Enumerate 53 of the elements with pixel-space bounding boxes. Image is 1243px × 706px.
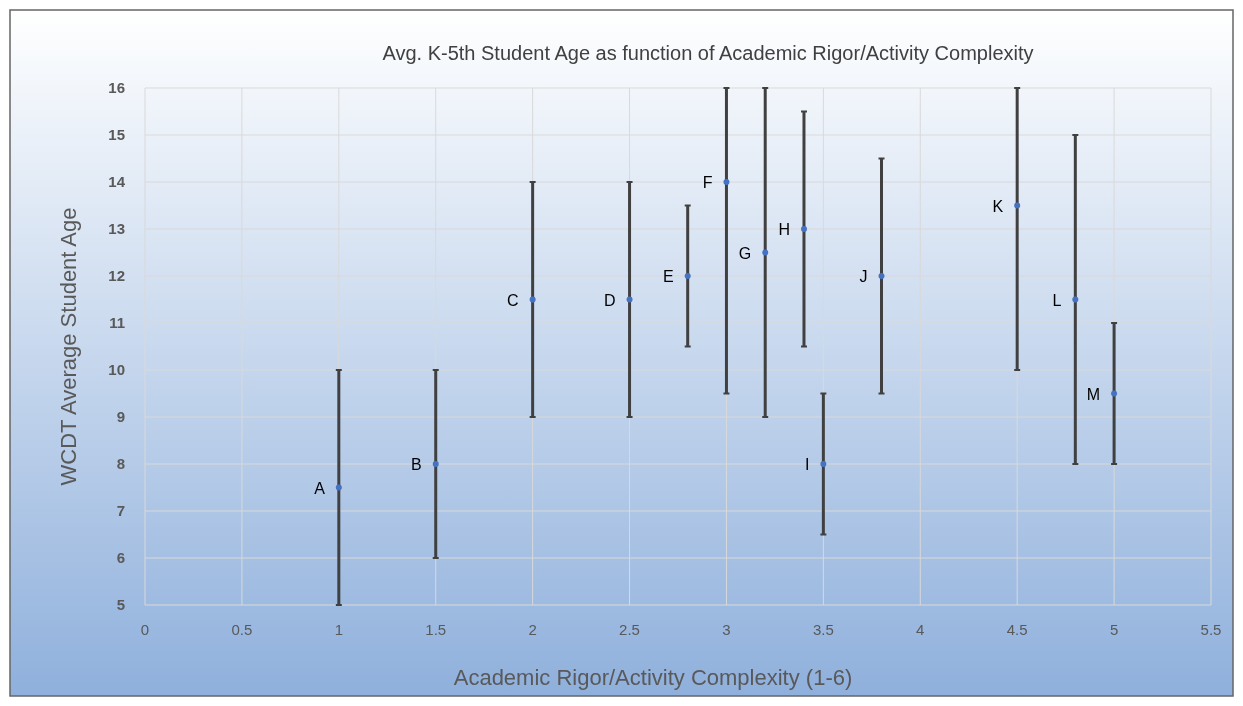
x-tick-label: 4 [916,621,925,638]
x-tick-label: 4.5 [1006,621,1028,638]
annotation: C [507,291,519,309]
annotation: G [738,244,752,262]
point [878,273,885,279]
x-tick-label: 5.5 [1200,621,1222,638]
point [723,179,730,185]
x-tick-label: 2.5 [619,621,640,638]
annotation: E [663,268,674,285]
y-tick-label: 6 [116,549,125,566]
x-tick-label: 1.5 [425,621,447,638]
annotation: J [859,268,868,285]
point [1072,296,1079,303]
y-axis-title: WCDT Average Student Age [56,207,81,486]
x-tick-label: 0.5 [231,621,253,638]
point [1014,202,1021,209]
annotation: D [603,291,616,309]
x-tick-label: 5 [1109,621,1119,638]
annotation: K [992,197,1004,215]
annotation: M [1086,385,1101,403]
annotation: H [778,221,790,238]
y-tick-label: 8 [116,455,125,472]
point [529,296,536,303]
y-tick-label: 7 [116,502,125,519]
point [800,226,807,232]
point [684,273,691,279]
point [820,461,827,467]
y-tick-label: 12 [108,267,125,284]
point [762,249,769,256]
x-tick-label: 3.5 [812,621,834,638]
y-tick-label: 13 [108,220,125,237]
y-tick-label: 15 [108,126,125,143]
x-tick-label: 0 [140,621,150,638]
annotation: B [411,456,422,473]
annotation: L [1052,291,1062,309]
point [1111,390,1118,397]
y-tick-label: 5 [116,596,125,613]
y-tick-label: 10 [108,361,125,378]
x-axis-title: Academic Rigor/Activity Complexity (1-6) [453,665,853,690]
point [335,484,342,491]
chart-title: Avg. K-5th Student Age as function of Academic Rigor/Activity Complexity [382,42,1034,64]
y-tick-label: 11 [109,314,125,331]
y-tick-label: 14 [108,173,126,190]
x-tick-label: 3 [722,621,731,638]
point [432,461,439,467]
annotation: F [702,174,713,191]
x-tick-label: 1 [334,621,343,638]
x-tick-label: 2 [528,621,537,638]
point [626,296,633,303]
y-tick-label: 16 [108,79,125,96]
y-tick-label: 9 [116,408,125,425]
annotation: I [804,456,810,473]
annotation: A [314,479,326,497]
